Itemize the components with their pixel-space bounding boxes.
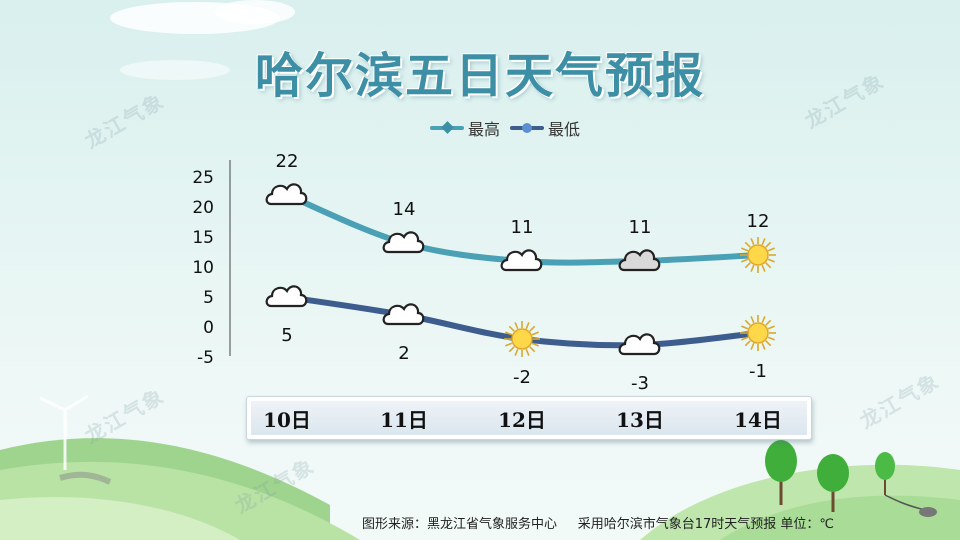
data-label-low: -3: [631, 373, 649, 394]
sun-icon: [740, 237, 776, 273]
y-tick-label: 10: [192, 258, 214, 278]
cloud-icon: [618, 333, 661, 356]
footer-note: 采用哈尔滨市气象台17时天气预报 单位：℃: [577, 517, 834, 532]
cloud-icon: [265, 183, 308, 206]
chart-title: 哈尔滨五日天气预报: [254, 48, 705, 104]
data-label-high: 12: [747, 211, 770, 232]
data-label-low: -2: [513, 367, 531, 388]
data-label-low: -1: [749, 361, 767, 382]
date-label: 12日: [498, 408, 546, 432]
y-tick-label: 25: [192, 168, 214, 188]
data-label-high: 14: [393, 199, 416, 220]
legend-item-high: 最高: [430, 116, 500, 140]
data-label-high: 22: [276, 151, 299, 172]
y-tick-label: 0: [203, 318, 214, 338]
cloud-icon: [382, 231, 425, 254]
legend-swatch-high: [430, 121, 464, 134]
y-tick-label: 5: [203, 288, 214, 308]
date-label: 14日: [734, 408, 782, 432]
date-label: 13日: [616, 408, 664, 432]
sun-icon: [504, 321, 540, 357]
date-label: 10日: [263, 408, 311, 432]
data-label-high: 11: [511, 217, 534, 238]
data-label-low: 2: [398, 343, 409, 364]
overcast-icon: [618, 249, 661, 272]
legend-label-high: 最高: [468, 120, 501, 139]
date-axis-bar: [246, 396, 812, 440]
date-label: 11日: [380, 408, 428, 432]
cloud-icon: [500, 249, 543, 272]
y-tick-label: -5: [197, 348, 214, 368]
legend-swatch-low: [510, 123, 545, 133]
sun-icon: [740, 315, 776, 351]
y-tick-label: 20: [192, 198, 214, 218]
cloud-icon: [265, 285, 308, 308]
footer-source: 图形来源：黑龙江省气象服务中心: [362, 517, 558, 532]
legend-item-low: 最低: [510, 116, 580, 140]
data-label-low: 5: [281, 325, 292, 346]
footer: 图形来源：黑龙江省气象服务中心 采用哈尔滨市气象台17时天气预报 单位：℃: [362, 513, 834, 532]
legend: 最高 最低: [430, 116, 580, 140]
data-label-high: 11: [629, 217, 652, 238]
y-tick-label: 15: [192, 228, 214, 248]
legend-label-low: 最低: [548, 120, 581, 139]
cloud-icon: [382, 303, 425, 326]
